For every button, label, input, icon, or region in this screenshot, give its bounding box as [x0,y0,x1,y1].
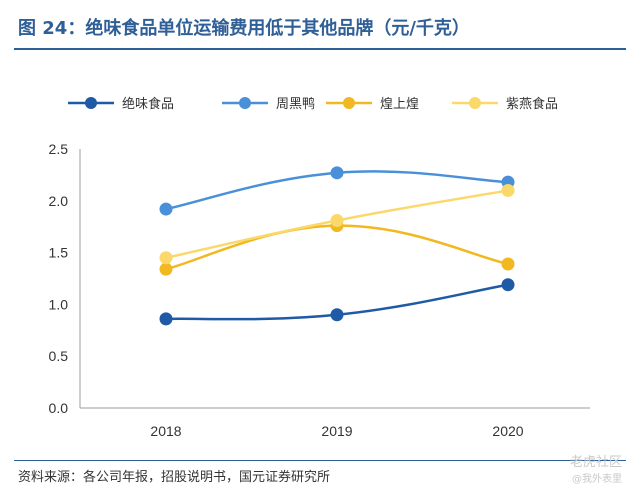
x-tick-label: 2020 [492,423,523,439]
y-tick-label: 2.5 [49,141,69,157]
legend-label: 周黑鸭 [276,97,315,112]
legend-swatch-marker [343,97,355,109]
page-title: 图 24：绝味食品单位运输费用低于其他品牌（元/千克） [18,18,470,39]
data-point [330,166,344,180]
legend-label: 紫燕食品 [506,96,558,112]
y-tick-label: 0.0 [49,400,69,416]
y-tick-label: 1.0 [49,296,69,312]
x-tick-label: 2019 [321,423,352,439]
source-note: 资料来源：各公司年报，招股说明书，国元证券研究所 [18,470,331,485]
data-point [501,257,515,271]
watermark: 老虎社区 @我外表里 [570,454,622,488]
series-2 [159,166,515,216]
legend-item: 周黑鸭 [222,97,315,112]
data-point [330,308,344,322]
legend-item: 紫燕食品 [452,96,558,112]
data-point [501,183,515,197]
data-point [159,251,173,265]
chart-axes: 0.0 0.5 1.0 1.5 2.0 2.5 2018 2019 2020 [49,141,590,439]
watermark-line-1: 老虎社区 [569,455,622,470]
chart-legend: 绝味食品 周黑鸭 煌上煌 紫燕食品 [68,96,558,112]
legend-label: 煌上煌 [380,97,419,112]
legend-swatch-marker [239,97,251,109]
data-point [159,202,173,216]
data-point [159,312,173,326]
chart-series [159,166,515,326]
series-1 [159,278,515,326]
y-tick-label: 1.5 [49,245,69,261]
y-tick-label: 2.0 [49,193,69,209]
data-point [159,262,173,276]
footer-divider [14,460,626,461]
y-tick-label: 0.5 [49,348,69,364]
watermark-line-2: @我外表里 [572,474,622,485]
data-point [330,213,344,227]
legend-item: 绝味食品 [68,96,174,112]
legend-swatch-marker [469,97,481,109]
title-divider [14,48,626,50]
series-4 [159,183,515,265]
legend-item: 煌上煌 [326,97,419,112]
x-tick-label: 2018 [150,423,181,439]
legend-label: 绝味食品 [122,96,174,112]
legend-swatch-marker [85,97,97,109]
data-point [501,278,515,292]
